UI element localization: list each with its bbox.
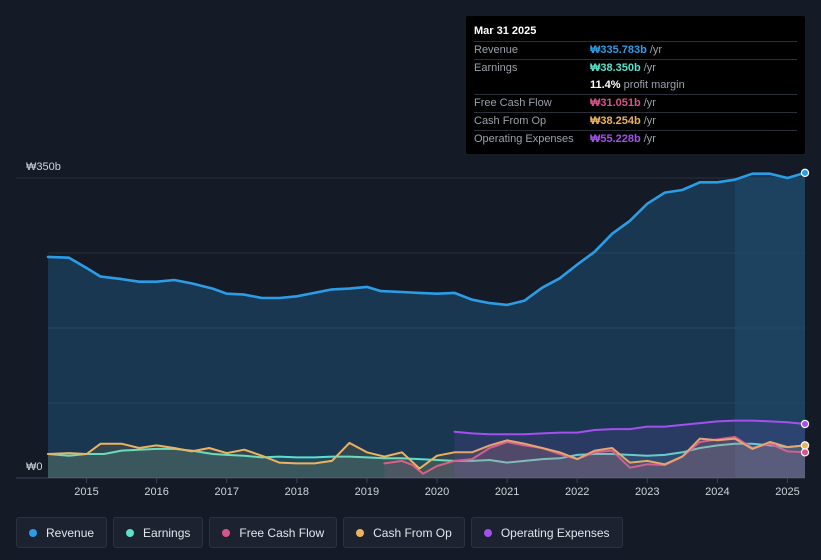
tooltip-label: Earnings <box>474 62 518 74</box>
series-endpoint-cash-from-op <box>800 441 810 450</box>
x-tick-label: 2018 <box>285 486 309 498</box>
tooltip-unit: profit margin <box>623 79 685 91</box>
tooltip-label: Cash From Op <box>474 115 547 127</box>
y-axis-top-label: ₩350b <box>26 161 61 173</box>
x-tick-label: 2019 <box>355 486 379 498</box>
series-endpoint-operating-expenses <box>800 419 810 429</box>
series-endpoints <box>800 168 810 457</box>
legend-item-earnings[interactable]: Earnings <box>113 517 204 548</box>
series-line-cash-from-op <box>47 437 806 470</box>
legend-dot-icon <box>29 528 37 537</box>
series-area-earnings <box>48 443 805 478</box>
series-endpoint-revenue <box>800 168 810 178</box>
tooltip-value: 11.4% <box>590 79 621 91</box>
tooltip-unit: /yr <box>643 115 656 127</box>
legend-dot-icon <box>126 528 135 537</box>
tooltip-row-cash-from-op: Cash From Op ₩38.254b /yr <box>474 112 797 130</box>
series-area-cash-from-op <box>48 438 805 478</box>
forecast-highlight-band <box>734 178 805 478</box>
tooltip-label: Operating Expenses <box>474 133 574 145</box>
series-area-revenue <box>48 172 805 478</box>
x-tick-label: 2025 <box>775 486 799 498</box>
legend-dot-icon <box>356 528 365 537</box>
tooltip-label: Free Cash Flow <box>474 97 552 109</box>
tooltip-unit: /yr <box>643 97 656 109</box>
x-tick-label: 2021 <box>495 486 519 498</box>
x-tick-label: 2016 <box>144 486 168 498</box>
tooltip-value: ₩31.051b <box>590 97 641 109</box>
series-area-free-cash-flow <box>384 436 805 478</box>
series-line-revenue <box>46 171 807 307</box>
x-tick-label: 2022 <box>565 486 589 498</box>
tooltip-row-profit-margin: 11.4% profit margin <box>474 77 797 94</box>
x-tick-label: 2015 <box>74 486 98 498</box>
legend-item-revenue[interactable]: Revenue <box>16 517 108 548</box>
tooltip-unit: /yr <box>643 133 656 145</box>
tooltip-unit: /yr <box>649 44 663 56</box>
series-endpoint-free-cash-flow <box>800 448 810 457</box>
legend-item-operating-expenses[interactable]: Operating Expenses <box>470 517 623 548</box>
tooltip-value: ₩38.350b <box>590 62 641 74</box>
x-axis-ticks: 2015 2016 2017 2018 2019 2020 2021 2022 2023 2024… <box>74 478 800 498</box>
legend-dot-icon <box>222 528 231 537</box>
tooltip-row-free-cash-flow: Free Cash Flow ₩31.051b /yr <box>474 94 797 112</box>
tooltip-value: ₩38.254b <box>590 115 641 127</box>
tooltip-unit: /yr <box>643 62 656 74</box>
tooltip-row-earnings: Earnings ₩38.350b /yr <box>474 59 797 77</box>
tooltip-date: Mar 31 2025 <box>474 25 537 37</box>
tooltip-value: ₩55.228b <box>590 133 641 145</box>
series-line-operating-expenses <box>453 419 806 436</box>
legend-label: Free Cash Flow <box>239 525 325 540</box>
x-tick-label: 2024 <box>705 486 729 498</box>
legend-label: Cash From Op <box>373 525 452 540</box>
grid-lines <box>16 177 805 479</box>
series-layer <box>46 171 807 478</box>
legend-dot-icon <box>483 528 492 537</box>
tooltip-value: ₩335.783b <box>590 44 647 56</box>
x-tick-label: 2020 <box>425 486 449 498</box>
y-axis-bottom-label: ₩0 <box>26 461 43 473</box>
legend-label: Earnings <box>143 525 191 540</box>
series-area-operating-expenses <box>454 420 805 478</box>
tooltip-label <box>474 77 590 94</box>
legend-item-free-cash-flow[interactable]: Free Cash Flow <box>209 517 338 548</box>
legend: Revenue Earnings Free Cash Flow Cash Fro… <box>16 517 623 548</box>
x-tick-label: 2017 <box>214 486 238 498</box>
legend-item-cash-from-op[interactable]: Cash From Op <box>343 517 465 548</box>
tooltip-row-revenue: Revenue ₩335.783b /yr <box>474 41 797 59</box>
legend-label: Revenue <box>46 525 95 540</box>
tooltip-row-operating-expenses: Operating Expenses ₩55.228b /yr <box>474 130 797 148</box>
tooltip-label: Revenue <box>474 44 519 56</box>
tooltip-panel: Mar 31 2025 Revenue ₩335.783b /yr Earnin… <box>466 16 805 154</box>
x-tick-label: 2023 <box>635 486 659 498</box>
legend-label: Operating Expenses <box>500 525 610 540</box>
